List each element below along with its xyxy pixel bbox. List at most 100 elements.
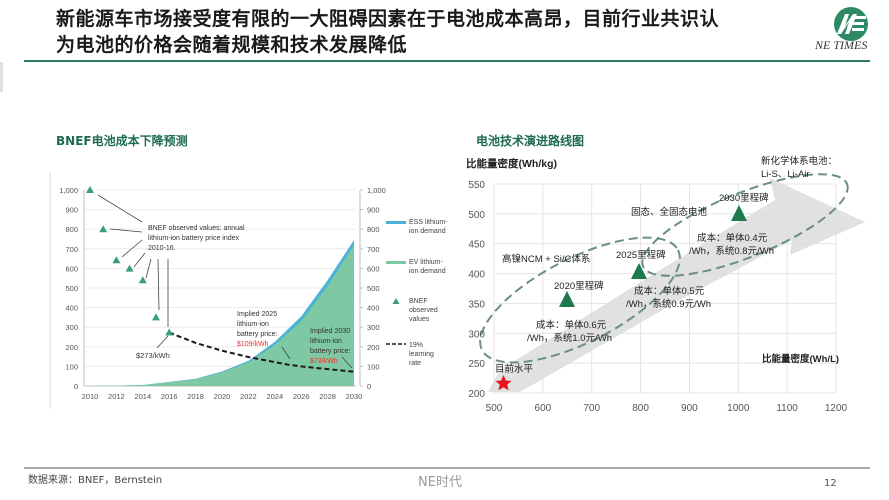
ev-demand-area <box>90 244 354 386</box>
legend-ess-label-1: ESS lithium- <box>409 219 448 226</box>
slide-title-line-1: 新能源车市场接受度有限的一大阻碍因素在于电池成本高昂，目前行业共识认 <box>56 8 720 30</box>
legend-ev-swatch <box>386 261 406 264</box>
left-chart-title: BNEF电池成本下降预测 <box>56 134 188 148</box>
ncm-region-label: 高镍NCM + Si/C体系 <box>502 253 590 265</box>
right-y-axis-ticks: 550 500 450 400 350 300 250 200 <box>468 180 485 400</box>
cost-2020-line-1: 成本：单体0.6元 <box>536 319 607 331</box>
region-ellipses <box>479 173 849 364</box>
svg-text:800: 800 <box>632 403 649 414</box>
title-divider <box>24 60 870 62</box>
svg-text:300: 300 <box>367 323 380 332</box>
page-number: 12 <box>824 478 837 489</box>
legend-bnef-label-2: observed <box>409 307 438 314</box>
observed-note-line-3: 2010-16. <box>148 245 176 252</box>
observed-note-line-1: BNEF observed values: annual <box>148 225 245 232</box>
footer-divider <box>24 467 870 469</box>
implied-2030-value: $73/kWh <box>310 358 338 365</box>
current-level-label: 目前水平 <box>495 363 534 375</box>
implied-2030-line-3: battery price: <box>310 348 351 355</box>
svg-text:200: 200 <box>468 389 485 400</box>
right-x-axis-ticks: 500 600 700 800 900 1000 1100 1200 <box>486 403 848 414</box>
logo-text: NE TIMES <box>815 38 868 52</box>
svg-text:1000: 1000 <box>727 403 750 414</box>
right-y-axis-ticks: 1,000 900 800 700 600 500 400 300 200 10… <box>367 186 386 391</box>
current-level-star-icon <box>495 375 512 391</box>
svg-text:700: 700 <box>65 245 78 254</box>
legend-ess-swatch <box>386 221 406 224</box>
svg-text:100: 100 <box>65 362 78 371</box>
milestone-2030-triangle-icon <box>731 205 747 221</box>
ne-times-logo-icon <box>834 7 868 41</box>
legend-rate-label-3: rate <box>409 360 421 367</box>
svg-text:800: 800 <box>367 225 380 234</box>
svg-text:2014: 2014 <box>134 392 151 401</box>
svg-text:600: 600 <box>367 264 380 273</box>
slide-title: 新能源车市场接受度有限的一大阻碍因素在于电池成本高昂，目前行业共识认 为电池的价… <box>56 6 816 58</box>
right-chart-title: 电池技术演进路线图 <box>476 134 585 148</box>
left-chart-legend: ESS lithium- ion demand EV lithium- ion … <box>386 219 448 367</box>
price-2016-label: $273/kWh <box>136 351 170 360</box>
svg-text:1,000: 1,000 <box>59 186 78 195</box>
svg-text:300: 300 <box>468 329 485 340</box>
svg-text:900: 900 <box>367 206 380 215</box>
milestone-2020-triangle-icon <box>559 291 575 307</box>
new-chem-label-1: 新化学体系电池： <box>761 155 837 167</box>
svg-text:200: 200 <box>367 343 380 352</box>
svg-text:800: 800 <box>65 225 78 234</box>
legend-ess-label-2: ion demand <box>409 228 446 235</box>
legend-bnef-label-1: BNEF <box>409 298 428 305</box>
bnef-cost-chart: 1,000 900 800 700 600 500 400 300 200 10… <box>49 172 448 409</box>
svg-text:550: 550 <box>468 180 485 191</box>
svg-text:2012: 2012 <box>108 392 125 401</box>
svg-text:2024: 2024 <box>266 392 283 401</box>
svg-text:0: 0 <box>74 382 78 391</box>
svg-text:400: 400 <box>65 304 78 313</box>
implied-2025-line-3: battery price: <box>237 331 278 338</box>
svg-text:1,000: 1,000 <box>367 186 386 195</box>
svg-text:900: 900 <box>681 403 698 414</box>
data-source-note: 数据来源：BNEF，Bernstein <box>28 475 163 486</box>
cost-2025-line-2: /Wh，系统0.9元/Wh <box>626 298 711 310</box>
svg-text:1100: 1100 <box>776 403 798 414</box>
milestone-2030-label: 2030里程碑 <box>719 192 769 204</box>
observed-note-line-2: lithium-ion battery price index <box>148 235 240 242</box>
svg-text:600: 600 <box>65 264 78 273</box>
learning-rate-line <box>168 331 355 373</box>
implied-2025-value: $109/kWh <box>237 341 269 348</box>
solid-state-label: 固态、全固态电池 <box>631 206 708 218</box>
svg-text:500: 500 <box>468 210 485 221</box>
legend-rate-label-2: learning <box>409 351 434 358</box>
implied-2030-line-1: Implied 2030 <box>310 328 350 335</box>
svg-text:400: 400 <box>367 304 380 313</box>
svg-text:2026: 2026 <box>293 392 310 401</box>
slide-title-line-2: 为电池的价格会随着规模和技术发展降低 <box>56 34 408 56</box>
svg-text:200: 200 <box>65 343 78 352</box>
roadmap-arrow-shape <box>488 178 865 392</box>
left-x-axis-ticks: 2010 2012 2014 2016 2018 2020 2022 2024 … <box>82 392 363 401</box>
svg-text:2028: 2028 <box>319 392 336 401</box>
right-x-axis-label: 比能量密度(Wh/L) <box>762 353 839 365</box>
svg-text:900: 900 <box>65 206 78 215</box>
svg-text:300: 300 <box>65 323 78 332</box>
svg-text:1200: 1200 <box>825 403 848 414</box>
legend-triangle-icon <box>392 298 400 304</box>
legend-ev-label-1: EV lithium- <box>409 259 444 266</box>
implied-2025-line-2: lithium-ion <box>237 321 269 328</box>
new-chem-label-2: Li-S、Li-Air <box>761 169 810 180</box>
legend-ev-label-2: ion demand <box>409 268 446 275</box>
cost-2020-line-2: /Wh，系统1.0元/Wh <box>527 332 612 344</box>
ncm-region-ellipse <box>479 236 681 364</box>
svg-text:250: 250 <box>468 359 485 370</box>
milestone-2025-triangle-icon <box>631 263 647 279</box>
implied-2030-line-2: lithium-ion <box>310 338 342 345</box>
svg-text:2018: 2018 <box>187 392 204 401</box>
milestone-2020-label: 2020里程碑 <box>554 280 604 292</box>
svg-text:600: 600 <box>535 403 552 414</box>
svg-text:400: 400 <box>468 270 485 281</box>
legend-bnef-label-3: values <box>409 316 430 323</box>
footer-brand: NE时代 <box>418 475 462 490</box>
svg-text:2030: 2030 <box>346 392 363 401</box>
svg-text:2016: 2016 <box>161 392 178 401</box>
svg-text:450: 450 <box>468 240 485 251</box>
svg-text:100: 100 <box>367 362 380 371</box>
